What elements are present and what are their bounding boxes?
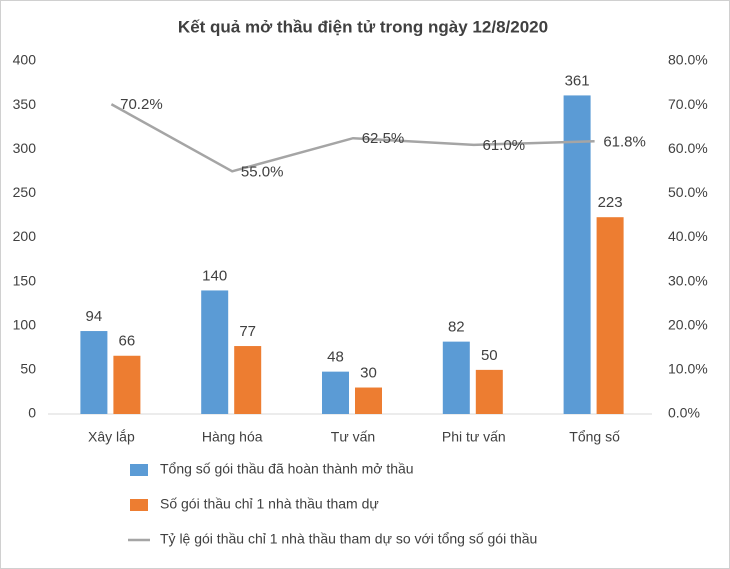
y-tick-label: 100 [13,316,37,332]
legend-swatch [130,499,148,511]
x-tick-label: Hàng hóa [202,429,263,445]
y-tick-label: 150 [13,272,37,288]
bar [442,341,470,414]
y-tick-label: 250 [13,184,37,200]
bar [113,355,141,414]
y2-tick-label: 70.0% [668,96,708,112]
y2-tick-label: 30.0% [668,272,708,288]
y2-tick-label: 0.0% [668,405,700,421]
data-label: 82 [448,319,465,336]
data-label: 61.0% [483,137,526,154]
data-label: 77 [239,323,256,340]
bar [322,371,349,414]
data-label: 223 [598,194,623,211]
x-tick-label: Tổng số [569,429,620,445]
bar [563,95,591,414]
line [110,103,595,173]
data-label: 61.8% [603,133,646,150]
data-label: 140 [202,267,227,284]
legend-label: Tỷ lệ gói thầu chỉ 1 nhà thầu tham dự so… [160,531,537,547]
bar [234,346,262,414]
x-tick-label: Phi tư vấn [442,429,506,445]
y-tick-label: 400 [13,52,37,68]
data-label: 70.2% [120,96,163,113]
data-label: 30 [360,364,377,381]
data-label: 48 [327,349,344,366]
y-tick-label: 50 [20,361,36,377]
y2-tick-label: 50.0% [668,184,708,200]
bar [596,217,624,414]
x-tick-label: Xây lắp [88,429,135,445]
legend-label: Tổng số gói thầu đã hoàn thành mở thầu [160,461,414,477]
y2-tick-label: 10.0% [668,361,708,377]
y2-tick-label: 80.0% [668,52,708,68]
data-label: 361 [565,72,590,89]
bar [80,331,108,414]
y-tick-label: 350 [13,96,37,112]
data-label: 66 [119,333,136,350]
legend-swatch [130,464,148,476]
data-label: 94 [86,308,103,325]
y-tick-label: 300 [13,140,37,156]
x-tick-label: Tư vấn [331,429,375,445]
chart-title: Kết quả mở thầu điện tử trong ngày 12/8/… [178,17,548,36]
data-label: 50 [481,347,498,364]
y2-tick-label: 60.0% [668,140,708,156]
y2-tick-label: 40.0% [668,228,708,244]
bar [201,290,229,414]
data-label: 62.5% [362,130,405,147]
y-tick-label: 0 [28,405,36,421]
data-label: 55.0% [241,163,284,180]
legend-label: Số gói thầu chỉ 1 nhà thầu tham dự [160,496,379,512]
bar [355,387,382,414]
y2-tick-label: 20.0% [668,316,708,332]
y-tick-label: 200 [13,228,37,244]
bar [475,369,503,414]
